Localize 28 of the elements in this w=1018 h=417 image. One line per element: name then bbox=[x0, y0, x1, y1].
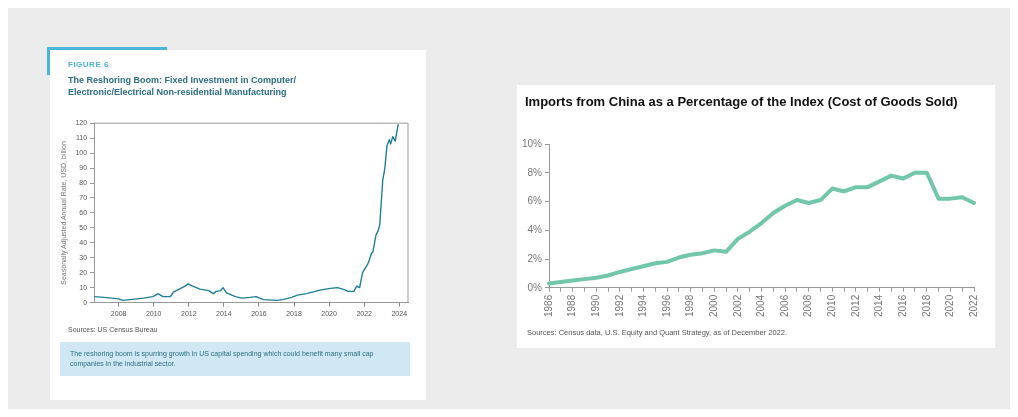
x-tick-label: 1998 bbox=[684, 294, 696, 317]
x-tick-label: 1988 bbox=[566, 294, 578, 317]
chart-title: Imports from China as a Percentage of the Index (Cost of Goods Sold) bbox=[525, 93, 959, 110]
x-tick-label: 2016 bbox=[896, 294, 908, 317]
x-tick-label: 1986 bbox=[542, 294, 554, 317]
y-tick-label: 0% bbox=[527, 281, 543, 293]
x-tick-label: 2006 bbox=[778, 294, 790, 317]
x-tick-label: 2020 bbox=[944, 294, 956, 317]
y-tick-label: 10% bbox=[522, 137, 543, 149]
y-tick-label: 4% bbox=[527, 224, 543, 235]
y-tick-label: 2% bbox=[527, 252, 543, 264]
x-tick-label: 2010 bbox=[826, 294, 838, 317]
x-tick-label: 1996 bbox=[660, 294, 672, 317]
x-tick-label: 2000 bbox=[708, 294, 720, 317]
x-tick-label: 2008 bbox=[802, 294, 814, 317]
chart-title: The Reshoring Boom: Fixed Investment in Computer/ Electronic/Electrical Non-residential Manufacturing bbox=[68, 74, 298, 98]
y-tick-label: 8% bbox=[527, 166, 543, 178]
x-tick-label: 1992 bbox=[613, 294, 625, 317]
x-tick-label: 2022 bbox=[967, 294, 979, 317]
x-tick-label: 2014 bbox=[873, 294, 885, 317]
y-tick-label: 6% bbox=[527, 195, 543, 207]
x-tick-label: 2002 bbox=[731, 294, 743, 317]
x-tick-label: 2018 bbox=[920, 294, 932, 317]
chart-subtitle: FIGURE 6 bbox=[68, 60, 109, 69]
x-tick-label: 2012 bbox=[849, 294, 861, 317]
x-tick-label: 1994 bbox=[637, 294, 649, 317]
x-tick-label: 2004 bbox=[755, 294, 767, 317]
x-tick-label: 1990 bbox=[589, 294, 601, 317]
